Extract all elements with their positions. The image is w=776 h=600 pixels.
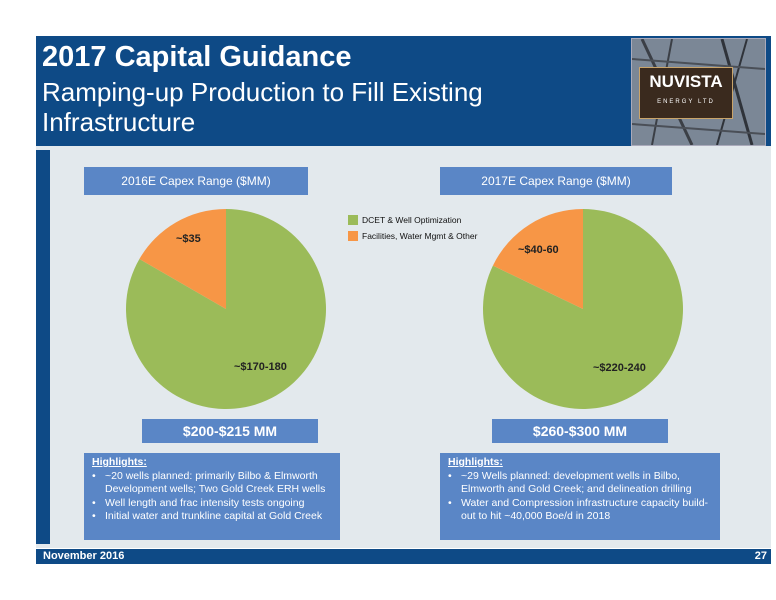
page-subtitle: Ramping-up Production to Fill Existing I… <box>42 77 483 137</box>
right-capex-label: 2017E Capex Range ($MM) <box>440 167 672 195</box>
list-item: Well length and frac intensity tests ong… <box>92 497 332 511</box>
left-slice-facilities <box>139 209 226 309</box>
content-area: 2016E Capex Range ($MM) 2017E Capex Rang… <box>36 146 771 548</box>
left-highlights-title: Highlights: <box>92 456 147 468</box>
right-highlights-list: ~29 Wells planned: development wells in … <box>448 470 712 524</box>
logo-subtext: ENERGY LTD <box>657 99 715 105</box>
list-item: ~20 wells planned: primarily Bilbo & Elm… <box>92 470 332 497</box>
left-slice-label-facilities: ~$35 <box>176 233 201 245</box>
left-total-badge: $200-$215 MM <box>142 419 318 443</box>
right-pie-chart <box>483 209 683 409</box>
list-item: ~29 Wells planned: development wells in … <box>448 470 712 497</box>
footer-date: November 2016 <box>43 550 125 562</box>
legend-item-facilities: Facilities, Water Mgmt & Other <box>348 228 477 244</box>
company-logo: NUVISTA ENERGY LTD <box>639 67 733 119</box>
logo-brand: NUVISTA <box>649 72 723 91</box>
left-pie-chart <box>125 209 326 409</box>
legend-item-dcet: DCET & Well Optimization <box>348 212 477 228</box>
right-slice-facilities <box>492 209 583 309</box>
legend-swatch-green <box>348 215 358 225</box>
legend-swatch-orange <box>348 231 358 241</box>
legend-label: Facilities, Water Mgmt & Other <box>362 231 478 241</box>
legend-label: DCET & Well Optimization <box>362 215 462 225</box>
footer-bar: November 2016 27 <box>36 549 771 564</box>
left-capex-label: 2016E Capex Range ($MM) <box>84 167 308 195</box>
page-title: 2017 Capital Guidance <box>42 41 352 73</box>
left-slice-label-dcet: ~$170-180 <box>234 361 287 373</box>
right-slice-label-dcet: ~$220-240 <box>593 362 646 374</box>
left-slice-dcet <box>125 209 326 409</box>
side-accent-bar <box>36 150 50 544</box>
page-number: 27 <box>754 550 767 562</box>
logo-photo: NUVISTA ENERGY LTD <box>631 38 766 146</box>
left-highlights-box: Highlights: ~20 wells planned: primarily… <box>84 453 340 540</box>
list-item: Initial water and trunkline capital at G… <box>92 510 332 524</box>
chart-legend: DCET & Well Optimization Facilities, Wat… <box>348 212 477 244</box>
left-highlights-list: ~20 wells planned: primarily Bilbo & Elm… <box>92 470 332 524</box>
right-highlights-title: Highlights: <box>448 456 503 468</box>
right-total-badge: $260-$300 MM <box>492 419 668 443</box>
header-banner: 2017 Capital Guidance Ramping-up Product… <box>36 36 771 146</box>
right-slice-label-facilities: ~$40-60 <box>518 244 559 256</box>
right-highlights-box: Highlights: ~29 Wells planned: developme… <box>440 453 720 540</box>
list-item: Water and Compression infrastructure cap… <box>448 497 712 524</box>
